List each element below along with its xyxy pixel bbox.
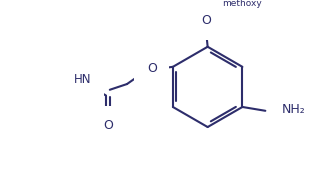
Text: O: O	[201, 15, 211, 28]
Text: O: O	[103, 119, 113, 132]
Text: O: O	[147, 62, 157, 75]
Text: NH₂: NH₂	[281, 103, 305, 116]
Text: HN: HN	[74, 73, 92, 86]
Text: methoxy: methoxy	[222, 0, 262, 8]
